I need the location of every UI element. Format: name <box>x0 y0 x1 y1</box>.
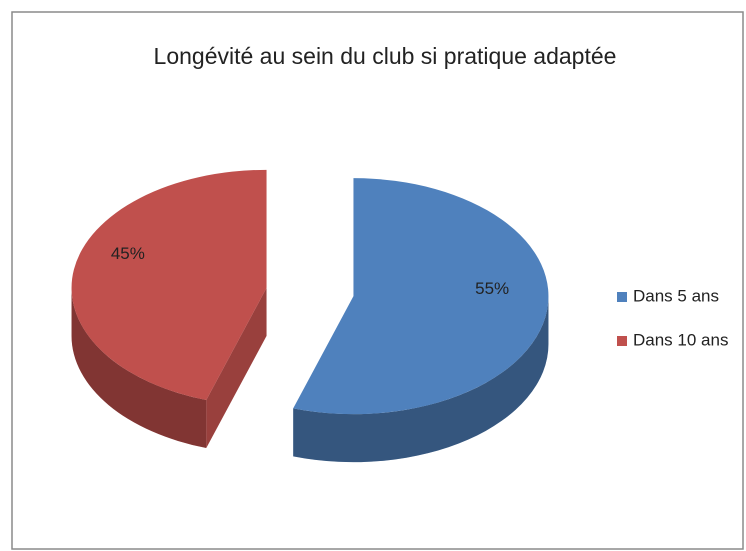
slice-wall <box>206 287 267 449</box>
legend-label: Dans 5 ans <box>633 286 719 305</box>
data-label: 45% <box>111 244 145 263</box>
slice-side <box>71 287 207 449</box>
legend-label: Dans 10 ans <box>633 330 728 349</box>
legend-swatch <box>617 336 627 346</box>
data-label: 55% <box>475 279 509 298</box>
slice <box>71 169 267 401</box>
slice <box>293 178 549 415</box>
slice-side-shade <box>71 287 207 449</box>
chart-title: Longévité au sein du club si pratique ad… <box>154 43 617 69</box>
legend-swatch <box>617 292 627 302</box>
slice-side <box>293 296 549 463</box>
slice-side-shade <box>293 296 549 463</box>
slice-wall-shade <box>206 287 267 449</box>
